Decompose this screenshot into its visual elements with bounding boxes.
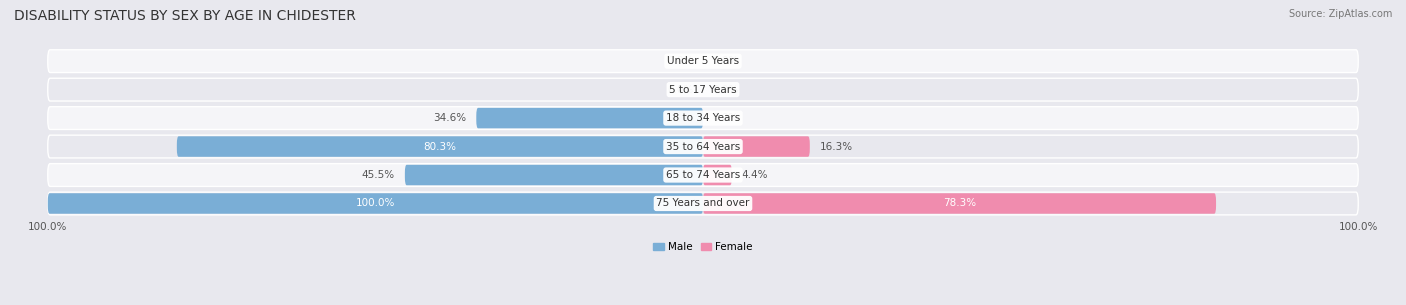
FancyBboxPatch shape xyxy=(703,193,1216,214)
FancyBboxPatch shape xyxy=(48,135,1358,158)
Text: 45.5%: 45.5% xyxy=(361,170,395,180)
Text: 78.3%: 78.3% xyxy=(943,199,976,209)
Text: 0.0%: 0.0% xyxy=(666,84,693,95)
Text: 80.3%: 80.3% xyxy=(423,142,457,152)
Text: 18 to 34 Years: 18 to 34 Years xyxy=(666,113,740,123)
Text: 16.3%: 16.3% xyxy=(820,142,853,152)
FancyBboxPatch shape xyxy=(48,107,1358,130)
Text: 65 to 74 Years: 65 to 74 Years xyxy=(666,170,740,180)
Legend: Male, Female: Male, Female xyxy=(654,242,752,252)
FancyBboxPatch shape xyxy=(48,78,1358,101)
FancyBboxPatch shape xyxy=(703,165,733,185)
Text: DISABILITY STATUS BY SEX BY AGE IN CHIDESTER: DISABILITY STATUS BY SEX BY AGE IN CHIDE… xyxy=(14,9,356,23)
Text: 5 to 17 Years: 5 to 17 Years xyxy=(669,84,737,95)
Text: 0.0%: 0.0% xyxy=(713,84,740,95)
FancyBboxPatch shape xyxy=(48,192,1358,215)
Text: 35 to 64 Years: 35 to 64 Years xyxy=(666,142,740,152)
Text: 34.6%: 34.6% xyxy=(433,113,467,123)
Text: Source: ZipAtlas.com: Source: ZipAtlas.com xyxy=(1288,9,1392,19)
FancyBboxPatch shape xyxy=(477,108,703,128)
FancyBboxPatch shape xyxy=(48,193,703,214)
Text: Under 5 Years: Under 5 Years xyxy=(666,56,740,66)
Text: 0.0%: 0.0% xyxy=(713,56,740,66)
Text: 0.0%: 0.0% xyxy=(713,113,740,123)
Text: 4.4%: 4.4% xyxy=(741,170,768,180)
FancyBboxPatch shape xyxy=(405,165,703,185)
FancyBboxPatch shape xyxy=(177,136,703,157)
FancyBboxPatch shape xyxy=(48,50,1358,73)
Text: 0.0%: 0.0% xyxy=(666,56,693,66)
Text: 75 Years and over: 75 Years and over xyxy=(657,199,749,209)
FancyBboxPatch shape xyxy=(48,164,1358,186)
FancyBboxPatch shape xyxy=(703,136,810,157)
Text: 100.0%: 100.0% xyxy=(356,199,395,209)
